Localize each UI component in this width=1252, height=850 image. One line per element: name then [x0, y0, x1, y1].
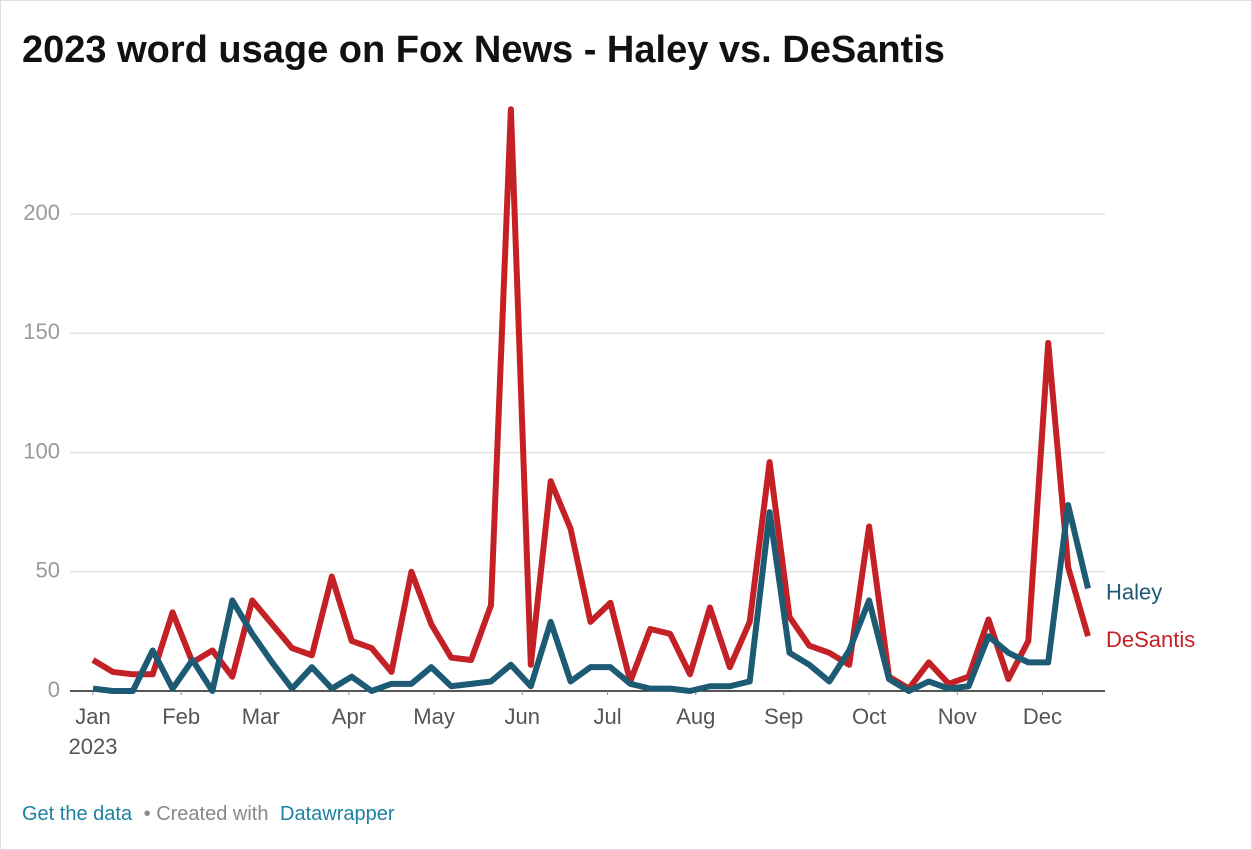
series-label: DeSantis: [1106, 627, 1195, 652]
x-tick-label: Apr: [332, 704, 366, 729]
x-tick-label: Jun: [505, 704, 540, 729]
y-tick-label: 50: [36, 558, 60, 583]
x-tick-label: Feb: [162, 704, 200, 729]
footer: Get the data • Created with Datawrapper: [22, 803, 395, 825]
chart-title: 2023 word usage on Fox News - Haley vs. …: [22, 29, 945, 71]
y-tick-label: 0: [48, 677, 60, 702]
line: [92, 502, 1091, 694]
x-tick-label: Jan: [75, 704, 110, 729]
x-tick-label: May: [413, 704, 455, 729]
line: [91, 106, 1091, 692]
x-tick-label: Oct: [852, 704, 886, 729]
footer-text: • Created with: [144, 803, 269, 825]
series-label: Haley: [1106, 579, 1162, 604]
x-tick-label: Sep: [764, 704, 803, 729]
x-year-label: 2023: [69, 734, 118, 759]
y-tick-label: 150: [23, 319, 60, 344]
footer-link[interactable]: Get the data: [22, 803, 133, 825]
y-tick-label: 100: [23, 438, 60, 463]
footer-link[interactable]: Datawrapper: [280, 803, 395, 825]
y-tick-label: 200: [23, 200, 60, 225]
x-tick-label: Mar: [242, 704, 280, 729]
x-tick-label: Aug: [676, 704, 715, 729]
x-tick-label: Dec: [1023, 704, 1062, 729]
x-tick-label: Jul: [594, 704, 622, 729]
x-tick-label: Nov: [938, 704, 977, 729]
